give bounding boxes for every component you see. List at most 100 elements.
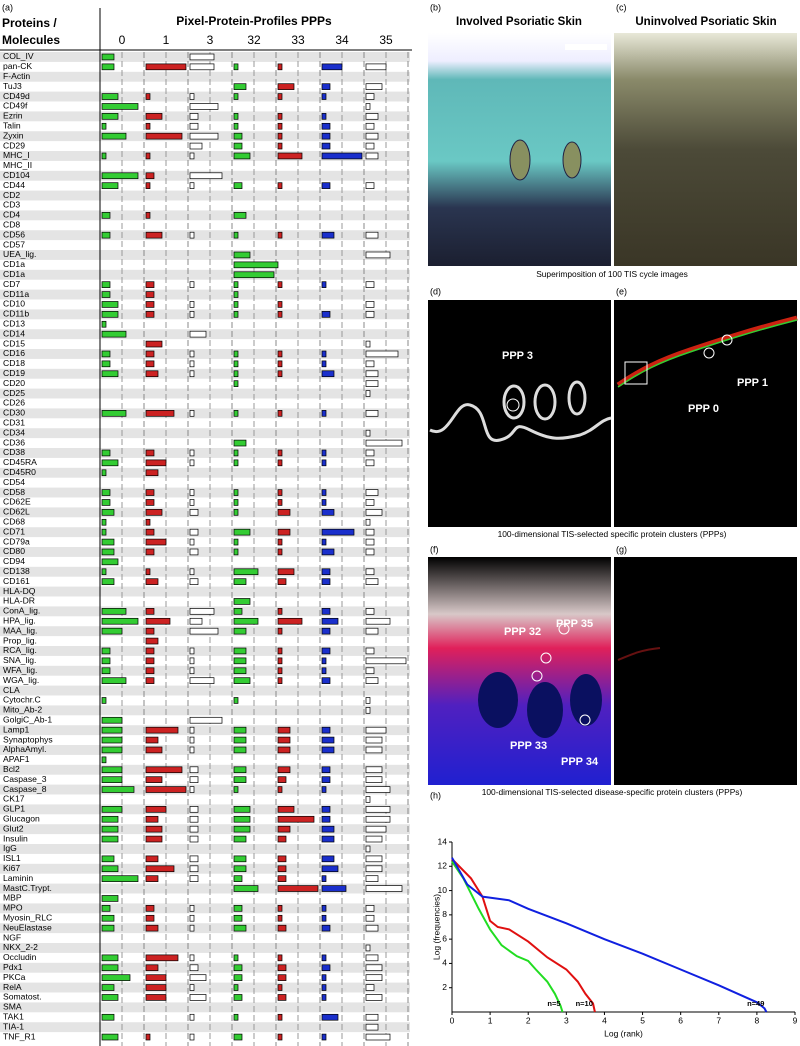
bar <box>145 212 151 219</box>
category-name: RCA_lig. <box>3 645 37 655</box>
bar <box>233 608 243 615</box>
bar <box>189 311 195 318</box>
bar <box>365 311 375 318</box>
bar <box>365 182 375 189</box>
bar <box>365 548 375 556</box>
bar <box>101 697 107 704</box>
bar <box>145 469 159 477</box>
row-band <box>0 507 410 518</box>
contour <box>616 315 798 388</box>
papilla <box>509 139 531 181</box>
bar <box>233 776 247 783</box>
bar <box>145 489 155 496</box>
bar <box>321 954 327 962</box>
category-name: CD31 <box>3 418 25 428</box>
bar <box>365 697 371 704</box>
bar <box>233 964 243 972</box>
bar <box>233 548 239 556</box>
bar <box>277 509 291 516</box>
y-tick-label: 14 <box>438 836 448 846</box>
bar <box>101 63 115 71</box>
row-band <box>0 1002 410 1013</box>
series-label: 34 <box>335 33 349 47</box>
row-band <box>0 804 410 815</box>
row-band <box>0 923 410 934</box>
bar <box>277 875 287 882</box>
bar <box>101 518 107 526</box>
bar <box>101 905 111 912</box>
bar <box>101 113 119 120</box>
bar <box>277 538 283 546</box>
category-name: Cytochr.C <box>3 695 41 705</box>
bar <box>277 885 319 892</box>
bar <box>365 103 371 110</box>
bar <box>365 509 383 516</box>
bar <box>365 459 375 467</box>
category-name: ConA_lig. <box>3 606 40 616</box>
bar <box>189 905 195 912</box>
row-band <box>0 903 410 914</box>
category-name: MastC.Trypt. <box>3 883 52 893</box>
bar <box>233 281 239 288</box>
bar <box>101 855 115 863</box>
bar <box>145 370 159 378</box>
category-name: NGF <box>3 932 21 942</box>
bar <box>365 964 383 972</box>
bar <box>101 578 115 585</box>
row-band <box>0 487 410 498</box>
category-name: CD49d <box>3 91 30 101</box>
bar <box>321 786 327 793</box>
bar <box>233 746 247 754</box>
category-name: COL_IV <box>3 51 34 61</box>
bar <box>145 608 155 615</box>
bar <box>277 311 283 318</box>
series-label: 3 <box>207 33 214 47</box>
bar <box>277 657 283 665</box>
y-tick-label: 4 <box>442 958 447 968</box>
marker-circle <box>558 623 570 635</box>
y-axis-label: Log (frequencies) <box>431 894 441 960</box>
bar <box>233 647 247 655</box>
bar <box>277 1033 283 1041</box>
bar <box>365 113 379 120</box>
row-band <box>0 665 410 676</box>
bar <box>321 667 327 675</box>
category-name: Myosin_RLC <box>3 913 52 923</box>
bar <box>277 1013 283 1021</box>
bar <box>145 806 167 813</box>
bar <box>233 806 251 813</box>
row-band <box>0 982 410 993</box>
bar <box>189 410 195 417</box>
panel-a: (a) Proteins / Molecules Pixel-Protein-Prof… <box>0 2 412 1046</box>
bar <box>365 944 371 952</box>
bar <box>145 875 159 882</box>
category-name: MHC_II <box>3 160 32 170</box>
bar <box>365 677 379 684</box>
bar <box>365 1023 379 1031</box>
x-tick-label: 9 <box>793 1015 798 1025</box>
row-band <box>0 547 410 557</box>
bar <box>277 152 303 160</box>
bar <box>233 251 251 259</box>
category-name: CD62E <box>3 497 31 507</box>
bar <box>189 63 215 71</box>
category-name: CD7 <box>3 279 20 289</box>
bar <box>233 974 243 981</box>
bar <box>365 974 383 981</box>
bar <box>321 63 343 71</box>
x-tick-label: 5 <box>640 1015 645 1025</box>
bar <box>233 142 243 150</box>
category-name: Ezrin <box>3 111 23 121</box>
bar <box>277 568 295 576</box>
category-name: Mito_Ab-2 <box>3 705 42 715</box>
bar <box>277 865 287 873</box>
bar <box>365 776 383 783</box>
category-name: RelA <box>3 982 22 992</box>
x-tick-label: 0 <box>450 1015 455 1025</box>
bar <box>233 726 247 734</box>
category-name: ISL1 <box>3 853 21 863</box>
bar <box>233 914 243 922</box>
bar <box>365 885 403 892</box>
category-name: WGA_lig. <box>3 675 39 685</box>
bar <box>101 677 127 684</box>
